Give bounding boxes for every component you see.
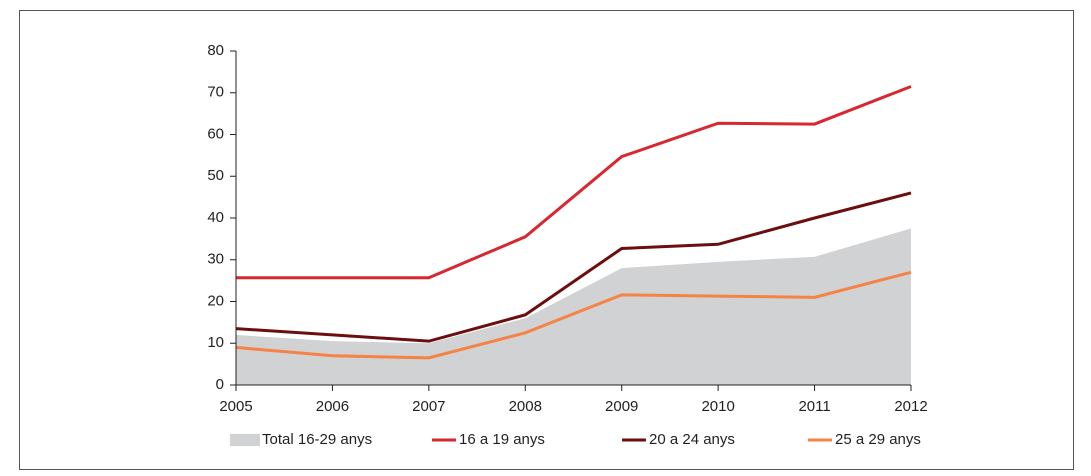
y-tick-label: 10 <box>207 334 224 351</box>
legend-swatch <box>230 434 260 446</box>
y-tick-label: 80 <box>207 42 224 59</box>
y-tick-label: 40 <box>207 209 224 226</box>
x-tick-label: 2005 <box>219 398 252 415</box>
legend-label: 16 a 19 anys <box>459 431 545 448</box>
area <box>236 228 911 385</box>
y-tick-label: 0 <box>216 376 224 393</box>
x-tick-label: 2008 <box>509 398 542 415</box>
legend-label: Total 16-29 anys <box>262 431 372 448</box>
x-tick-label: 2009 <box>605 398 638 415</box>
line <box>236 85 912 280</box>
x-tick-label: 2007 <box>412 398 445 415</box>
line <box>235 191 912 343</box>
x-tick-label: 2012 <box>894 398 927 415</box>
y-tick-label: 30 <box>207 251 224 268</box>
legend-label: 20 a 24 anys <box>649 431 735 448</box>
legend-label: 25 a 29 anys <box>835 431 921 448</box>
x-tick-label: 2010 <box>701 398 734 415</box>
line <box>235 270 912 360</box>
x-tick-label: 2006 <box>316 398 349 415</box>
y-tick-label: 60 <box>207 125 224 142</box>
x-tick-label: 2011 <box>798 398 830 415</box>
y-tick-label: 50 <box>207 167 224 184</box>
y-tick-label: 70 <box>207 84 224 101</box>
frame <box>19 10 1074 470</box>
y-tick-label: 20 <box>207 292 224 309</box>
